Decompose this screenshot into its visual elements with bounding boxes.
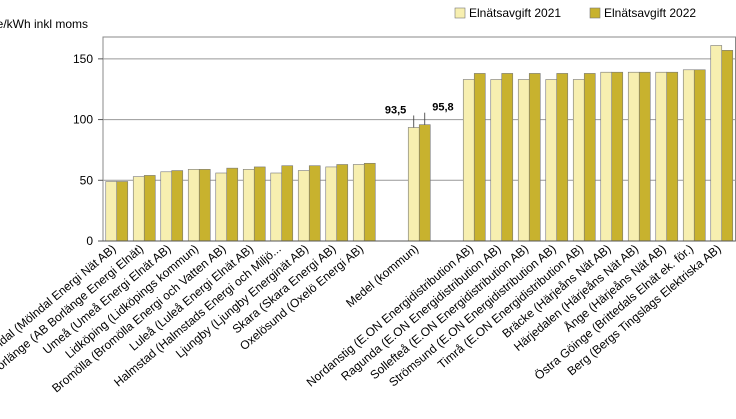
bar (363, 162, 376, 242)
bar (501, 73, 514, 242)
bar (517, 79, 530, 242)
bar (325, 166, 338, 242)
legend-swatch (454, 7, 466, 19)
bar (160, 171, 173, 242)
bar (611, 71, 624, 242)
bar (583, 73, 596, 242)
bar (682, 69, 695, 242)
bar (132, 176, 145, 242)
bar (270, 172, 283, 242)
bar (105, 181, 118, 242)
bar (655, 71, 668, 242)
bar (352, 164, 365, 242)
bar (242, 169, 255, 242)
y-tick-label: 150 (73, 52, 93, 66)
bar (418, 124, 431, 242)
legend-label: Elnätsavgift 2021 (469, 6, 561, 20)
bar (116, 181, 129, 242)
legend-swatch (589, 7, 601, 19)
bar (638, 71, 651, 242)
bar (143, 175, 156, 242)
y-axis-label: öre/kWh inkl moms (0, 17, 88, 31)
bar (308, 165, 321, 242)
bar (693, 69, 706, 242)
bar (627, 71, 640, 242)
bar (407, 127, 420, 242)
bar (666, 71, 679, 242)
bar (171, 170, 184, 242)
y-tick-label: 50 (80, 173, 94, 187)
bar (528, 73, 541, 242)
bar (297, 170, 310, 242)
bar (253, 166, 266, 242)
y-tick-label: 100 (73, 113, 93, 127)
bar (215, 172, 228, 242)
bar (545, 79, 558, 242)
bar (710, 45, 723, 242)
bar (490, 79, 503, 242)
y-tick-label: 0 (86, 234, 93, 248)
bar (721, 50, 734, 242)
bar (556, 73, 569, 242)
bar (336, 164, 349, 242)
bar (198, 169, 211, 242)
bar (600, 71, 613, 242)
value-label: 93,5 (385, 104, 406, 116)
bar (473, 73, 486, 242)
value-label: 95,8 (432, 102, 453, 114)
legend-label: Elnätsavgift 2022 (604, 6, 696, 20)
bar (226, 167, 239, 242)
bar (187, 169, 200, 242)
bar (572, 79, 585, 242)
bar (281, 165, 294, 242)
bar (462, 79, 475, 242)
